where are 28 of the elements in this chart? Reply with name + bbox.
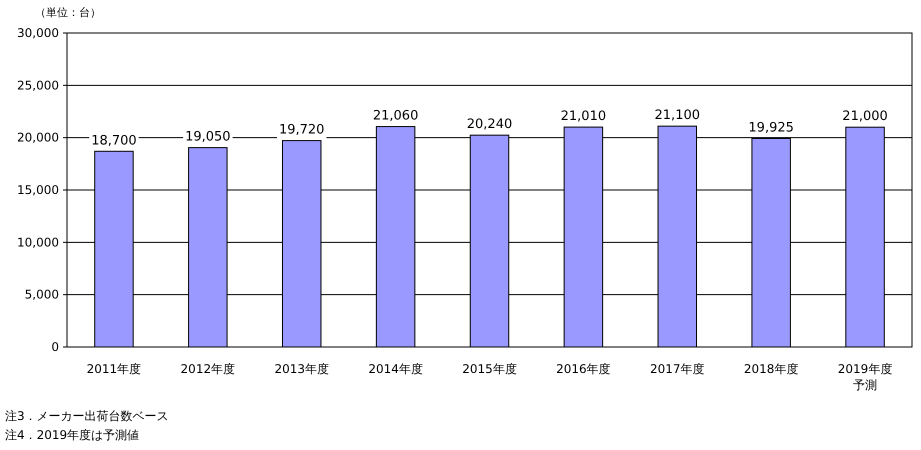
- y-tick-label: 5,000: [24, 288, 59, 302]
- x-tick-label: 2011年度: [86, 362, 142, 376]
- data-label: 21,100: [654, 108, 700, 124]
- x-tick-label: 2017年度: [650, 362, 705, 376]
- data-label: 18,700: [91, 133, 137, 148]
- data-label: 21,060: [372, 108, 418, 124]
- data-label: 21,000: [842, 109, 888, 124]
- text: 注3．メーカー出荷台数ベース: [5, 409, 169, 423]
- x-tick-label: 2014年度: [368, 362, 423, 376]
- data-label: 19,925: [748, 120, 794, 136]
- x-tick-label: 2015年度: [462, 362, 517, 376]
- y-tick-label: 25,000: [17, 78, 59, 92]
- x-tick-label: 2019年度予測: [838, 362, 892, 392]
- x-tick-label: 2016年度: [556, 362, 611, 376]
- x-tick-label: 2018年度: [744, 362, 798, 376]
- x-tick-label: 2012年度: [180, 362, 236, 376]
- x-tick-label: 2013年度: [274, 362, 329, 376]
- data-label: 19,050: [185, 130, 231, 145]
- y-tick-label: 30,000: [17, 26, 59, 40]
- y-tick-label: 10,000: [17, 235, 59, 250]
- y-tick-label: 20,000: [17, 130, 59, 145]
- text: 注4．2019年度は予測値: [5, 428, 140, 442]
- y-tick-label: 0: [51, 340, 59, 354]
- data-label: 19,720: [278, 122, 324, 138]
- data-label: 21,010: [560, 109, 606, 124]
- y-tick-label: 15,000: [17, 183, 59, 197]
- y-axis-title: （単位：台）: [35, 6, 101, 19]
- data-label: 20,240: [466, 117, 512, 132]
